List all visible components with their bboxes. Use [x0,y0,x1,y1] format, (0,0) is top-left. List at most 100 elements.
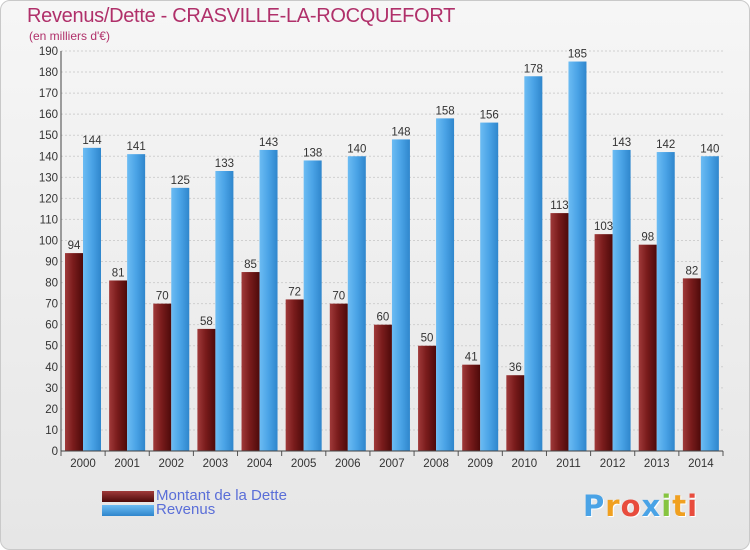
legend-swatch-revenue [102,505,154,516]
bar-debt [329,303,348,451]
data-label-debt: 58 [200,316,213,328]
bar-revenue [391,139,410,451]
bars-layer [65,61,719,452]
data-label-debt: 113 [550,200,568,212]
y-tick-label: 170 [39,88,58,100]
logo-letter: t [672,489,688,523]
bar-revenue [303,160,322,451]
data-label-debt: 98 [641,232,654,244]
chart-subtitle: (en milliers d'€) [29,29,110,43]
x-tick-label: 2011 [556,458,581,470]
data-label-revenue: 140 [347,143,366,155]
bar-revenue [83,147,101,451]
bar-debt [462,364,481,451]
y-tick-label: 50 [45,341,58,353]
data-label-debt: 81 [112,267,125,279]
value-labels-layer: 94 144 81 141 70 125 58 133 85 143 72 138 70 140 60 148… [68,49,720,375]
x-tick-label: 2009 [467,458,493,470]
x-tick-label: 2004 [247,458,273,470]
bar-revenue [127,154,146,451]
logo-letter: P [583,489,606,523]
y-tick-label: 60 [45,320,58,332]
y-tick-label: 110 [40,214,58,226]
logo-letter: i [661,489,673,523]
x-tick-label: 2002 [158,458,184,470]
x-tick-label: 2008 [423,458,449,470]
bar-debt [373,324,392,451]
x-tick-label: 2007 [379,458,405,470]
bar-revenue [612,149,631,451]
bar-debt [506,375,525,451]
x-tick-label: 2005 [291,458,317,470]
y-tick-label: 80 [45,278,58,290]
bar-debt [638,244,657,451]
bar-revenue [480,122,499,451]
y-tick-label: 180 [39,67,58,79]
logo-letter: i [687,489,699,523]
y-tick-label: 10 [45,425,58,437]
bar-revenue [700,156,719,451]
axis-layer: 0 10 20 30 40 50 60 70 80 90 100 110 120 130 140 150 160… [39,46,724,470]
data-label-revenue: 144 [82,135,102,147]
data-label-debt: 85 [244,259,257,271]
y-tick-label: 140 [39,151,58,163]
data-label-revenue: 156 [480,110,499,122]
data-label-revenue: 185 [568,49,587,61]
data-label-revenue: 142 [656,139,675,151]
data-label-debt: 70 [332,291,345,303]
legend-swatch-debt [102,491,154,502]
legend-label-revenue: Revenus [156,501,216,518]
bar-debt [197,328,216,451]
x-tick-label: 2013 [644,458,670,470]
y-tick-label: 160 [39,109,58,121]
data-label-revenue: 178 [524,63,543,75]
data-label-debt: 50 [421,333,434,345]
bar-revenue [656,152,675,452]
x-tick-label: 2006 [335,458,361,470]
bar-revenue [171,187,190,451]
bar-revenue [215,171,234,451]
bar-debt [241,272,260,451]
data-label-revenue: 143 [612,137,631,149]
data-label-debt: 41 [465,352,478,364]
bar-debt [109,280,128,451]
bar-debt [153,303,172,451]
chart-title: Revenus/Dette - CRASVILLE-LA-ROCQUEFORT [27,5,456,27]
data-label-debt: 36 [509,362,522,374]
data-label-debt: 103 [594,221,613,233]
bar-debt [418,345,437,451]
logo-letter: x [641,489,662,523]
data-label-revenue: 133 [215,158,234,170]
bar-debt [682,278,701,451]
y-tick-label: 40 [45,362,58,374]
data-label-revenue: 141 [127,141,146,153]
y-tick-label: 130 [39,172,58,184]
y-tick-label: 120 [39,193,58,205]
bar-debt [65,253,83,451]
logo-letter: r [605,489,621,523]
y-tick-label: 100 [39,235,58,247]
y-tick-label: 190 [39,46,58,58]
data-label-revenue: 138 [303,147,322,159]
logo-letter: o [620,489,642,523]
bar-revenue [524,76,543,452]
y-tick-label: 30 [45,383,58,395]
bar-revenue [436,118,455,452]
x-tick-label: 2012 [600,458,626,470]
data-label-revenue: 125 [171,175,190,187]
data-label-revenue: 140 [700,143,719,155]
bar-revenue [347,156,366,451]
data-label-debt: 60 [377,312,390,324]
bar-revenue [259,149,278,451]
data-label-revenue: 148 [391,126,410,138]
proxiti-logo: Proxiti [583,489,698,523]
y-tick-label: 90 [45,257,58,269]
x-tick-label: 2014 [688,458,714,470]
bar-debt [594,234,613,451]
x-tick-label: 2003 [203,458,229,470]
y-tick-label: 0 [52,446,58,458]
y-tick-label: 20 [45,404,58,416]
data-label-debt: 72 [288,286,301,298]
